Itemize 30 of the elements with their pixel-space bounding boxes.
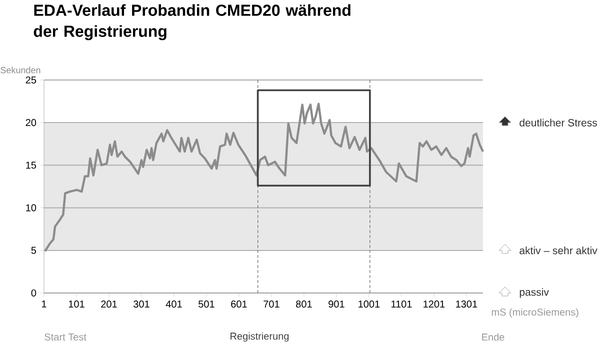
text: aktiv – sehr aktiv (520, 246, 598, 254)
x-tick-label: 1001 (358, 300, 380, 308)
text: Ende (482, 333, 504, 341)
text: Registrierung (230, 332, 289, 342)
text: deutlicher Stress (520, 118, 597, 126)
x-tick-label: 701 (264, 300, 280, 308)
x-tick-label: 101 (68, 300, 84, 308)
x-tick-label: 301 (134, 300, 150, 308)
line-series (44, 102, 484, 252)
y-tick-label: 5 (31, 246, 36, 254)
x-tick-label: 1 (42, 300, 46, 308)
x-tick-label: 201 (101, 300, 117, 308)
x-tick-label: 1101 (391, 300, 412, 308)
x-tick-label: 901 (328, 300, 344, 308)
y-tick-label: 15 (26, 162, 36, 169)
y-tick-label: 10 (26, 204, 36, 212)
x-tick-label: 601 (231, 300, 247, 308)
y-tick-label: 20 (26, 119, 36, 126)
x-tick-label: 401 (166, 300, 182, 308)
x-tick-label: 1301 (456, 300, 478, 308)
x-tick-label: 801 (296, 300, 312, 308)
x-tick-label: 1201 (424, 300, 445, 308)
y-tick-label: 0 (31, 289, 36, 297)
y-axis-title: Sekunden (0, 66, 40, 74)
y-tick-label: 25 (26, 76, 36, 84)
chart-title: EDA-Verlauf Probandin CMED20 während der Registrierung (34, 4, 350, 40)
x-axis-title: mS (microSiemens) (492, 308, 578, 318)
text: Start Test (44, 333, 86, 341)
x-tick-label: 501 (198, 300, 214, 308)
text: passiv (520, 288, 549, 298)
